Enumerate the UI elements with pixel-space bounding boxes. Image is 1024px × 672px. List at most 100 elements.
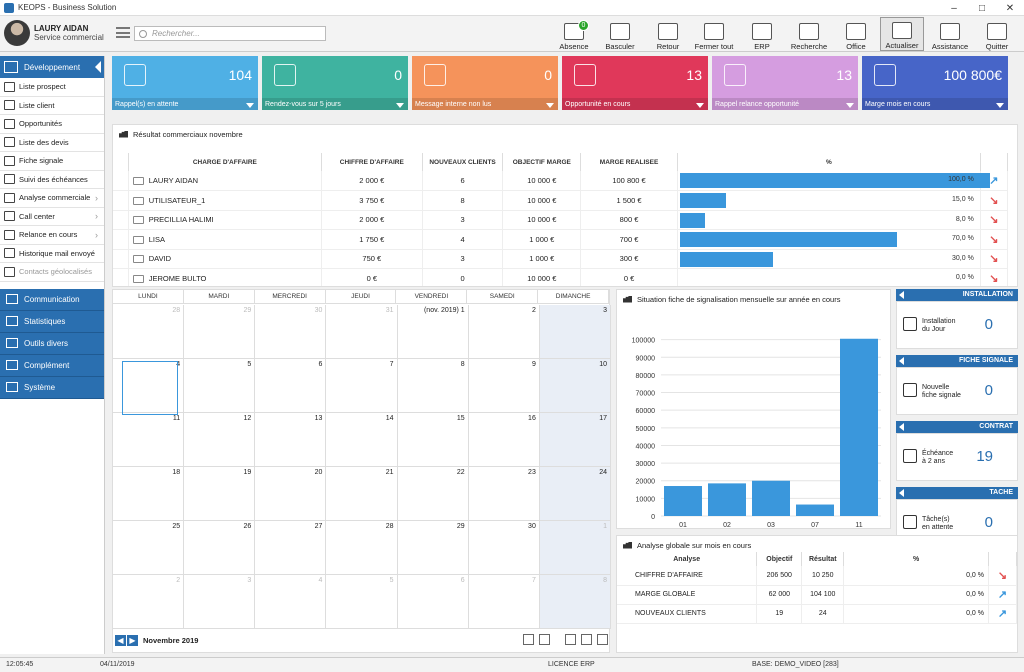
- sidebar-item-10[interactable]: Contacts géolocalisés: [0, 263, 104, 282]
- calendar-cell[interactable]: 28: [326, 521, 398, 575]
- bar-11[interactable]: [840, 338, 878, 516]
- calendar-cell[interactable]: 25: [113, 521, 185, 575]
- toolbar-absence-button[interactable]: 0 Absence: [552, 17, 596, 51]
- next-month-button[interactable]: ▶: [127, 634, 138, 646]
- kpi-card-5[interactable]: 100 800€ Marge mois en cours: [862, 56, 1008, 110]
- dropdown-arrow-icon[interactable]: [846, 103, 854, 108]
- toolbar-erp-button[interactable]: ERP: [740, 17, 784, 51]
- dropdown-arrow-icon[interactable]: [546, 103, 554, 108]
- close-window-button[interactable]: ✕: [1005, 2, 1015, 14]
- table-row[interactable]: LAURY AIDAN 2 000 €6 10 000 €100 800 € 100,…: [113, 171, 1009, 191]
- sidebar-section-3[interactable]: Complément: [0, 354, 104, 377]
- sidebar-item-7[interactable]: Call center ›: [0, 208, 104, 226]
- kpi-card-2[interactable]: 0 Message interne non lus: [412, 56, 558, 110]
- calendar-cell[interactable]: 2: [468, 305, 540, 359]
- toolbar-quitter-button[interactable]: Quitter: [975, 17, 1019, 51]
- calendar-cell[interactable]: 30: [255, 305, 327, 359]
- sidebar-section-1[interactable]: Statistiques: [0, 310, 104, 333]
- calendar-cell[interactable]: 6: [397, 575, 469, 629]
- kpi-card-4[interactable]: 13 Rappel relance opportunité: [712, 56, 858, 110]
- kpi-card-0[interactable]: 104 Rappel(s) en attente: [112, 56, 258, 110]
- kpi-card-1[interactable]: 0 Rendez-vous sur 5 jours: [262, 56, 408, 110]
- calendar-cell[interactable]: 31: [326, 305, 398, 359]
- dropdown-arrow-icon[interactable]: [396, 103, 404, 108]
- calendar-cell[interactable]: 6: [255, 359, 327, 413]
- calendar-cell[interactable]: 26: [184, 521, 256, 575]
- week-view-icon[interactable]: [565, 634, 576, 645]
- calendar-cell[interactable]: 19: [184, 467, 256, 521]
- widget-1[interactable]: FICHE SIGNALE Nouvelle fiche signale 0: [896, 355, 1018, 415]
- prev-month-button[interactable]: ◀: [115, 634, 126, 646]
- toolbar-retour-button[interactable]: Retour: [646, 17, 690, 51]
- toolbar-office-button[interactable]: Office: [834, 17, 878, 51]
- calendar-cell[interactable]: 1: [539, 521, 611, 575]
- table-row[interactable]: PRECILLIA HALIMI 2 000 €3 10 000 €800 € 8,0…: [113, 210, 1009, 230]
- calendar-cell[interactable]: 29: [397, 521, 469, 575]
- sidebar-section-2[interactable]: Outils divers: [0, 332, 104, 355]
- menu-icon[interactable]: [116, 27, 130, 38]
- table-row[interactable]: LISA 1 750 €4 1 000 €700 € 70,0 % ↘: [113, 229, 1009, 250]
- sidebar-item-8[interactable]: Relance en cours ›: [0, 226, 104, 245]
- widget-2[interactable]: CONTRAT Échéance à 2 ans 19: [896, 421, 1018, 481]
- calendar-cell[interactable]: 9: [468, 359, 540, 413]
- toolbar-fermer-tout-button[interactable]: Fermer tout: [692, 17, 736, 51]
- toolbar-basculer-button[interactable]: Basculer: [598, 17, 642, 51]
- add-event-icon[interactable]: [523, 634, 534, 645]
- sidebar-section-developpement[interactable]: Développement: [0, 56, 104, 78]
- calendar-cell[interactable]: 29: [184, 305, 256, 359]
- calendar-cell[interactable]: 3: [539, 305, 611, 359]
- bar-02[interactable]: [708, 483, 746, 516]
- calendar-cell[interactable]: 8: [539, 575, 611, 629]
- calendar-cell[interactable]: 23: [468, 467, 540, 521]
- dropdown-arrow-icon[interactable]: [696, 103, 704, 108]
- calendar-cell[interactable]: 17: [539, 413, 611, 467]
- year-view-icon[interactable]: [597, 634, 608, 645]
- dropdown-arrow-icon[interactable]: [246, 103, 254, 108]
- calendar-cell[interactable]: 18: [113, 467, 185, 521]
- calendar-cell[interactable]: 28: [113, 305, 185, 359]
- sidebar-section-0[interactable]: Communication: [0, 288, 104, 311]
- calendar-cell[interactable]: (nov. 2019) 1: [397, 305, 469, 359]
- calendar-cell[interactable]: 22: [397, 467, 469, 521]
- bar-03[interactable]: [752, 480, 790, 516]
- calendar-cell[interactable]: 24: [539, 467, 611, 521]
- toolbar-recherche-button[interactable]: Recherche: [787, 17, 831, 51]
- bar-07[interactable]: [796, 504, 834, 516]
- calendar-cell[interactable]: 8: [397, 359, 469, 413]
- sidebar-item-1[interactable]: Liste client: [0, 97, 104, 115]
- sidebar-item-4[interactable]: Fiche signale: [0, 152, 104, 171]
- table-row[interactable]: UTILISATEUR_1 3 750 €8 10 000 €1 500 € 15,0…: [113, 190, 1009, 211]
- minimize-button[interactable]: –: [951, 2, 957, 14]
- analyse-row[interactable]: MARGE GLOBALE 62 000 104 100 0,0 % ↗: [617, 585, 1017, 605]
- calendar-cell[interactable]: 7: [468, 575, 540, 629]
- calendar-cell[interactable]: 5: [326, 575, 398, 629]
- collapse-arrow-icon[interactable]: [95, 61, 101, 73]
- sidebar-item-9[interactable]: Historique mail envoyé: [0, 245, 104, 263]
- calendar-cell[interactable]: 13: [255, 413, 327, 467]
- analyse-row[interactable]: NOUVEAUX CLIENTS 19 24 0,0 % ↗: [617, 604, 1017, 624]
- kpi-card-3[interactable]: 13 Opportunité en cours: [562, 56, 708, 110]
- table-row[interactable]: DAVID 750 €3 1 000 €300 € 30,0 % ↘: [113, 249, 1009, 269]
- maximize-button[interactable]: □: [978, 2, 986, 14]
- calendar-cell[interactable]: 4: [113, 359, 185, 415]
- table-row[interactable]: JEROME BULTO 0 €0 10 000 €0 €0,0 % ↘: [113, 268, 1009, 286]
- calendar-cell[interactable]: 21: [326, 467, 398, 521]
- sidebar-item-5[interactable]: Suivi des échéances: [0, 171, 104, 189]
- sidebar-item-0[interactable]: Liste prospect: [0, 78, 104, 97]
- avatar[interactable]: [4, 20, 30, 46]
- calendar-cell[interactable]: 3: [184, 575, 256, 629]
- calendar-cell[interactable]: 16: [468, 413, 540, 467]
- calendar-cell[interactable]: 11: [113, 413, 185, 467]
- sidebar-item-3[interactable]: Liste des devis: [0, 134, 104, 152]
- calendar-cell[interactable]: 4: [255, 575, 327, 629]
- month-view-icon[interactable]: [581, 634, 592, 645]
- calendar-cell[interactable]: 12: [184, 413, 256, 467]
- calendar-cell[interactable]: 7: [326, 359, 398, 413]
- toolbar-assistance-button[interactable]: Assistance: [928, 17, 972, 51]
- search-input[interactable]: Rechercher...: [134, 26, 326, 41]
- calendar-cell[interactable]: 5: [184, 359, 256, 413]
- refresh-calendar-icon[interactable]: [539, 634, 550, 645]
- toolbar-actualiser-button[interactable]: Actualiser: [880, 17, 924, 51]
- calendar-cell[interactable]: 10: [539, 359, 611, 413]
- calendar-cell[interactable]: 27: [255, 521, 327, 575]
